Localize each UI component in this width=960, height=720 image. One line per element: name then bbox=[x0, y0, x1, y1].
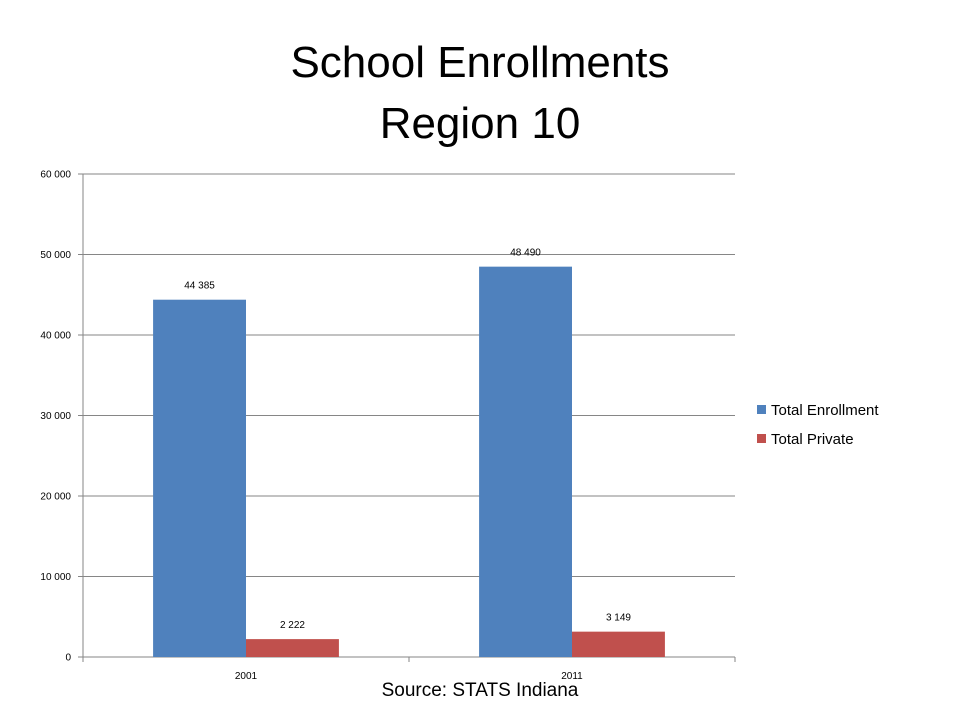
y-tick-label: 30 000 bbox=[40, 411, 71, 422]
y-tick-label: 50 000 bbox=[40, 250, 71, 261]
x-tick-label: 2011 bbox=[561, 671, 583, 682]
legend-swatch bbox=[757, 434, 766, 443]
data-label: 3 149 bbox=[606, 613, 631, 624]
bar-2011-0 bbox=[479, 266, 572, 657]
y-tick-label: 20 000 bbox=[40, 492, 71, 503]
legend-entry: Total Private bbox=[771, 431, 854, 448]
data-label: 2 222 bbox=[280, 620, 305, 631]
bar-2001-0 bbox=[153, 299, 246, 657]
x-tick-label: 2001 bbox=[235, 671, 258, 682]
bar-2011-1 bbox=[572, 631, 665, 657]
legend-entry: Total Enrollment bbox=[771, 402, 879, 419]
source-note: Source: STATS Indiana bbox=[381, 680, 579, 701]
data-label: 44 385 bbox=[184, 281, 215, 292]
y-tick-label: 10 000 bbox=[40, 572, 71, 583]
legend-swatch bbox=[757, 405, 766, 414]
y-tick-label: 0 bbox=[65, 653, 71, 664]
y-tick-label: 40 000 bbox=[40, 331, 71, 342]
bar-2001-1 bbox=[246, 639, 339, 657]
data-label: 48 490 bbox=[510, 248, 541, 259]
chart-title-line1: School Enrollments bbox=[290, 38, 670, 87]
chart-title-line2: Region 10 bbox=[379, 99, 581, 148]
y-tick-label: 60 000 bbox=[40, 170, 71, 181]
